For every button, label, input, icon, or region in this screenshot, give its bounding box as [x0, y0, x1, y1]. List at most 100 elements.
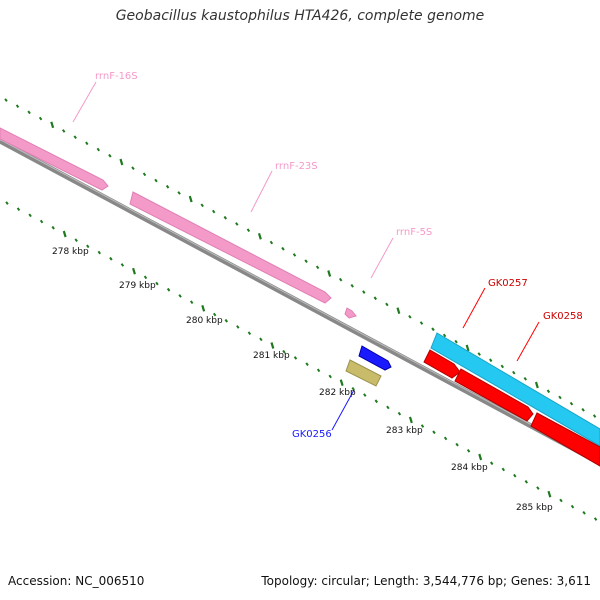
- minor-tick: [350, 284, 354, 288]
- major-tick: [119, 158, 124, 166]
- ruler-label-284: 284 kbp: [451, 463, 488, 473]
- minor-tick: [513, 473, 517, 478]
- minor-tick: [558, 395, 562, 400]
- minor-tick: [443, 436, 448, 441]
- ruler-label-283: 283 kbp: [386, 426, 423, 436]
- minor-tick: [581, 408, 585, 412]
- major-tick: [327, 270, 332, 277]
- minor-tick: [408, 315, 412, 319]
- minor-tick: [488, 358, 493, 363]
- minor-tick: [155, 281, 159, 286]
- minor-tick: [5, 201, 9, 205]
- rrnF-16S-feature[interactable]: [0, 127, 109, 191]
- minor-tick: [51, 225, 55, 230]
- genome-backbone-highlight: [0, 139, 600, 462]
- minor-tick: [131, 166, 135, 170]
- major-tick: [132, 267, 136, 275]
- minor-tick: [524, 480, 529, 484]
- major-tick: [50, 121, 55, 129]
- minor-tick: [108, 153, 112, 158]
- minor-tick: [373, 296, 378, 301]
- cds-track-cyan[interactable]: [430, 332, 600, 447]
- major-tick: [188, 195, 193, 203]
- major-tick: [257, 232, 262, 240]
- minor-tick: [374, 399, 379, 404]
- GK0258-label: GK0258: [543, 311, 583, 322]
- minor-tick: [109, 256, 113, 261]
- ruler-label-281: 281 kbp: [253, 351, 290, 361]
- minor-tick: [143, 275, 148, 280]
- minor-tick: [582, 511, 586, 515]
- GK0256-leader: [331, 389, 355, 431]
- major-tick: [339, 379, 344, 387]
- minor-tick: [211, 209, 216, 214]
- minor-tick: [466, 449, 471, 453]
- minor-tick: [328, 374, 332, 379]
- minor-tick: [477, 352, 481, 356]
- minor-tick: [546, 389, 551, 394]
- genome-backbone: [0, 138, 600, 466]
- minor-tick: [15, 104, 20, 108]
- GK0256-feature[interactable]: [358, 345, 392, 371]
- ruler-label-285: 285 kbp: [516, 503, 553, 513]
- minor-tick: [432, 430, 436, 435]
- GK0257-leader: [462, 287, 486, 329]
- minor-tick: [363, 393, 367, 397]
- map-title: Geobacillus kaustophilus HTA426, complet…: [115, 8, 485, 24]
- minor-tick: [397, 411, 402, 416]
- minor-tick: [166, 287, 171, 292]
- minor-tick: [4, 98, 8, 102]
- ruler-label-282: 282 kbp: [319, 388, 356, 398]
- minor-tick: [523, 377, 528, 381]
- minor-tick: [489, 461, 494, 466]
- minor-tick: [27, 110, 31, 115]
- GK0256-label: GK0256: [292, 429, 332, 440]
- rrnF-5S-feature[interactable]: [344, 307, 357, 319]
- major-tick: [396, 307, 401, 315]
- minor-tick: [178, 294, 182, 298]
- major-tick: [547, 490, 552, 498]
- major-tick: [408, 416, 413, 424]
- GK0256-tan-feature[interactable]: [345, 359, 382, 387]
- minor-tick: [431, 327, 435, 332]
- minor-tick: [559, 498, 563, 503]
- minor-tick: [96, 147, 101, 152]
- minor-tick: [569, 401, 574, 406]
- minor-tick: [61, 129, 66, 133]
- minor-tick: [16, 207, 21, 211]
- inner-tick-row: [5, 201, 598, 521]
- minor-tick: [73, 135, 77, 139]
- minor-tick: [120, 263, 125, 267]
- accession-text: Accession: NC_006510: [8, 574, 145, 588]
- minor-tick: [442, 333, 447, 338]
- GK0258-feature[interactable]: [454, 368, 534, 422]
- minor-tick: [500, 364, 505, 369]
- minor-tick: [39, 219, 44, 224]
- minor-tick: [454, 339, 458, 344]
- minor-tick: [315, 265, 320, 270]
- GK0258-next-feature[interactable]: [530, 412, 600, 467]
- major-tick: [465, 344, 470, 352]
- minor-tick: [512, 370, 516, 375]
- minor-tick: [304, 259, 308, 263]
- major-tick: [270, 342, 275, 349]
- minor-tick: [338, 277, 343, 282]
- minor-tick: [200, 203, 204, 208]
- minor-tick: [501, 467, 506, 472]
- minor-tick: [593, 517, 598, 521]
- minor-tick: [292, 253, 297, 257]
- rrnF-23S-label: rrnF-23S: [275, 161, 318, 172]
- GK0258-leader: [516, 321, 540, 362]
- minor-tick: [246, 228, 251, 232]
- minor-tick: [38, 116, 43, 121]
- minor-tick: [259, 337, 263, 342]
- GK0257-label: GK0257: [488, 278, 528, 289]
- minor-tick: [189, 300, 194, 304]
- rrnF-5S-label: rrnF-5S: [396, 227, 432, 238]
- rrnF-23S-feature[interactable]: [129, 191, 332, 304]
- minor-tick: [85, 141, 89, 146]
- minor-tick: [420, 424, 425, 428]
- GK0257-feature[interactable]: [423, 349, 461, 379]
- major-tick: [534, 381, 539, 389]
